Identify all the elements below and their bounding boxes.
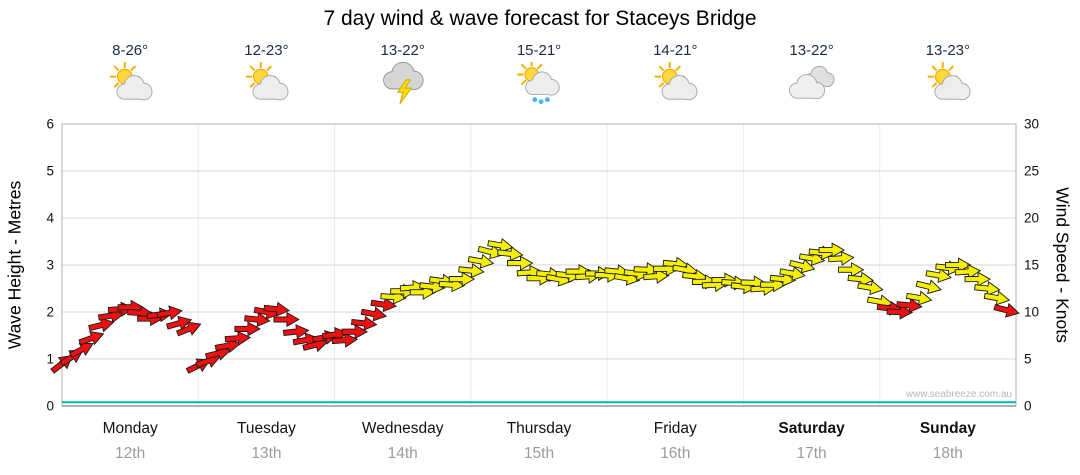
wind-arrow [370,297,397,313]
day-date: 13th [251,445,282,462]
wind-arrow [954,264,982,280]
weather-icon-partly-cloudy [240,61,292,108]
wind-arrow [156,305,183,321]
wind-arrow [341,324,369,340]
right-tick-label: 5 [1024,352,1032,367]
wind-arrow [886,304,914,320]
day-name: Wednesday [361,420,444,437]
right-tick-label: 15 [1024,258,1039,273]
wind-arrow [175,321,202,337]
day-temp-range: 15-21° [516,42,562,59]
day-name: Tuesday [236,420,296,437]
right-tick-label: 30 [1024,117,1039,132]
wind-arrow [477,244,504,260]
right-tick-label: 20 [1024,211,1039,226]
left-tick-label: 0 [46,399,54,414]
wind-arrow [828,250,855,266]
wind-arrow [497,246,524,262]
day-date: 15th [523,445,555,462]
wind-arrow [350,315,378,331]
watermark: www.seabreeze.com.au [905,389,1012,400]
wind-arrow [321,327,349,343]
wind-arrow [282,324,310,340]
wind-arrow [419,279,446,295]
day-temp-range: 13-23° [925,42,971,59]
left-tick-label: 6 [46,117,54,132]
day-temp-range: 8-26° [112,42,149,59]
weather-icon-partly-cloudy [922,61,974,108]
left-tick-label: 5 [46,164,54,179]
weather-icon-thunderstorm [377,61,429,108]
day-name: Monday [102,420,158,437]
day-name: Thursday [506,420,572,437]
wind-arrow [78,330,105,346]
wind-arrow [69,342,94,359]
left-tick-label: 3 [46,258,54,273]
wind-arrow [214,338,242,354]
day-date: 18th [932,445,963,462]
wind-arrow [643,268,670,284]
wind-arrow [905,290,933,306]
right-axis-label: Wind Speed - Knots [1052,187,1073,343]
left-axis-label: Wave Height - Metres [4,180,25,350]
wind-arrow [789,258,816,274]
wind-arrow [633,262,661,278]
right-tick-label: 25 [1024,164,1039,179]
day-temp-range: 13-22° [789,42,834,59]
wind-arrow [487,237,514,253]
left-tick-label: 2 [46,305,54,320]
wind-arrow [360,306,388,322]
wind-arrow [964,271,991,287]
wind-arrow [224,330,252,346]
wind-arrow [993,302,1020,318]
wind-arrow [847,271,875,287]
day-name: Friday [653,420,697,437]
wind-arrow [945,257,972,273]
day-date: 14th [387,445,418,462]
day-name: Sunday [919,420,976,437]
wind-arrow [857,280,884,296]
wind-arrow [244,312,271,328]
day-temp-range: 12-23° [244,42,289,59]
day-date: 12th [115,445,146,462]
weather-icon-partly-cloudy [649,61,701,108]
wind-arrow [165,315,193,331]
wind-arrow [331,332,359,348]
page-title: 7 day wind & wave forecast for Staceys B… [323,7,757,30]
wind-arrow [896,297,923,313]
day-date: 17th [796,445,827,462]
wind-arrow [838,262,865,278]
right-tick-label: 0 [1024,399,1032,414]
wind-arrow [925,267,952,283]
wind-arrow [983,290,1011,306]
weather-icon-sun-showers [513,59,565,108]
day-temp-range: 14-21° [653,42,698,59]
right-tick-label: 10 [1024,305,1039,320]
wind-arrow [818,242,846,258]
wind-arrow [88,317,115,333]
wind-arrow [915,279,942,295]
day-date: 16th [660,445,691,462]
wind-arrow [974,281,1001,297]
wind-arrow [263,301,290,317]
wind-arrow [458,263,485,279]
wind-arrow [273,311,300,328]
wind-arrow [467,253,495,269]
wind-arrow [798,251,826,266]
wind-arrow [769,271,797,287]
wind-arrow [234,321,261,337]
wind-arrow [448,271,476,287]
weather-icon-cloudy [786,62,838,108]
day-name: Saturday [778,420,845,437]
wind-arrow [779,266,806,282]
wind-arrow [507,255,534,271]
left-tick-label: 1 [46,352,54,367]
left-tick-label: 4 [46,211,54,226]
weather-icon-partly-cloudy [104,61,156,108]
day-temp-range: 13-22° [380,42,425,59]
